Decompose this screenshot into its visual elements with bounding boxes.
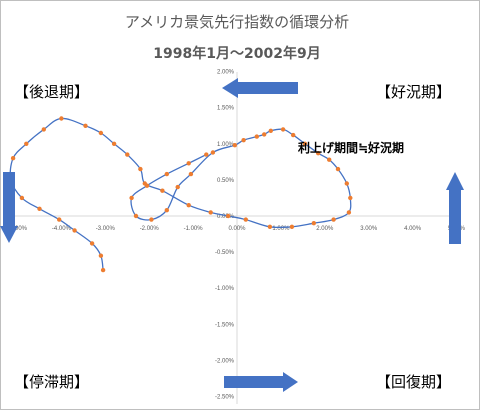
data-point xyxy=(232,143,237,148)
data-point xyxy=(186,161,191,166)
x-tick-label: 4.00% xyxy=(404,226,422,232)
data-point xyxy=(335,166,341,172)
data-point xyxy=(24,141,29,146)
x-tick-label: 1.00% xyxy=(272,226,290,232)
quadrant-label-recession: 【後退期】 xyxy=(14,83,89,101)
data-point xyxy=(83,123,88,128)
data-point xyxy=(254,134,259,139)
data-point xyxy=(331,217,336,222)
y-tick-label: -2.50% xyxy=(215,395,235,401)
data-point xyxy=(89,241,95,246)
data-point xyxy=(160,188,165,193)
data-point xyxy=(142,181,147,186)
data-point xyxy=(98,253,104,258)
arrow-down-icon xyxy=(0,172,18,243)
axes xyxy=(15,72,458,404)
data-point xyxy=(226,213,231,219)
x-tick-label: 2.00% xyxy=(316,226,334,232)
y-tick-label: 0.00% xyxy=(217,214,235,220)
y-tick-label: 1.50% xyxy=(217,106,235,112)
data-point xyxy=(188,171,194,177)
data-point xyxy=(175,184,180,190)
data-point xyxy=(41,127,46,132)
data-point xyxy=(129,195,134,201)
data-point xyxy=(57,217,62,222)
data-point xyxy=(327,157,332,162)
series-markers xyxy=(8,116,353,273)
data-point xyxy=(348,195,353,201)
data-point xyxy=(262,132,267,137)
data-point xyxy=(241,138,246,143)
data-point xyxy=(210,150,216,155)
data-point xyxy=(59,116,64,121)
data-point xyxy=(346,210,352,215)
data-point xyxy=(19,195,25,201)
arrow-up-icon xyxy=(446,172,464,244)
data-point xyxy=(268,128,273,133)
y-tick-label: 2.00% xyxy=(217,70,235,76)
data-point xyxy=(133,213,139,219)
data-point xyxy=(138,166,143,172)
data-point xyxy=(10,156,16,161)
quadrant-label-boom: 【好況期】 xyxy=(376,83,451,101)
x-tick-label: 3.00% xyxy=(360,226,378,232)
quadrant-label-stagnation: 【停滞期】 xyxy=(14,373,89,391)
data-point xyxy=(208,210,213,215)
data-point xyxy=(316,151,321,156)
data-point xyxy=(243,217,248,222)
data-point xyxy=(164,171,169,177)
data-point xyxy=(311,221,316,226)
data-point xyxy=(125,152,130,157)
data-point xyxy=(186,203,191,208)
data-point xyxy=(98,130,104,136)
data-point xyxy=(291,132,296,138)
x-tick-label: -5.00% xyxy=(8,226,28,232)
data-point xyxy=(302,141,308,146)
data-point xyxy=(164,208,169,213)
data-point xyxy=(100,267,106,273)
data-point xyxy=(280,127,286,132)
y-tick-label: -1.00% xyxy=(215,286,235,292)
y-tick-label: 0.50% xyxy=(217,178,235,184)
y-tick-label: -0.50% xyxy=(215,250,235,256)
data-point xyxy=(149,217,154,222)
data-point xyxy=(267,224,273,229)
y-tick-label: 1.00% xyxy=(217,142,235,148)
y-tick-label: -1.50% xyxy=(215,322,235,328)
data-point xyxy=(344,181,349,186)
x-tick-label: 0.00% xyxy=(228,226,246,232)
data-point xyxy=(37,206,42,211)
y-tick-label: -2.00% xyxy=(215,358,235,364)
x-tick-label: -3.00% xyxy=(96,226,116,232)
arrow-right-icon xyxy=(224,372,298,392)
x-tick-label: -1.00% xyxy=(184,226,204,232)
chart-subtitle: 1998年1月～2002年9月 xyxy=(153,45,320,62)
data-point xyxy=(72,228,77,233)
series-line xyxy=(9,117,352,271)
annotation-rate-hike: 利上げ期間≒好況期 xyxy=(298,140,404,155)
x-tick-label: -4.00% xyxy=(52,226,72,232)
data-point xyxy=(111,141,117,146)
x-tick-label: -2.00% xyxy=(140,226,160,232)
arrow-left-icon xyxy=(222,78,298,98)
data-point xyxy=(289,224,295,229)
quadrant-label-recovery: 【回復期】 xyxy=(376,373,451,391)
chart-title: アメリカ景気先行指数の循環分析 xyxy=(125,13,349,31)
data-point xyxy=(204,152,209,157)
y-axis-ticks: 2.00% 1.50% 1.00% 0.50% 0.00% -0.50% -1.00% -1.… xyxy=(215,70,235,401)
